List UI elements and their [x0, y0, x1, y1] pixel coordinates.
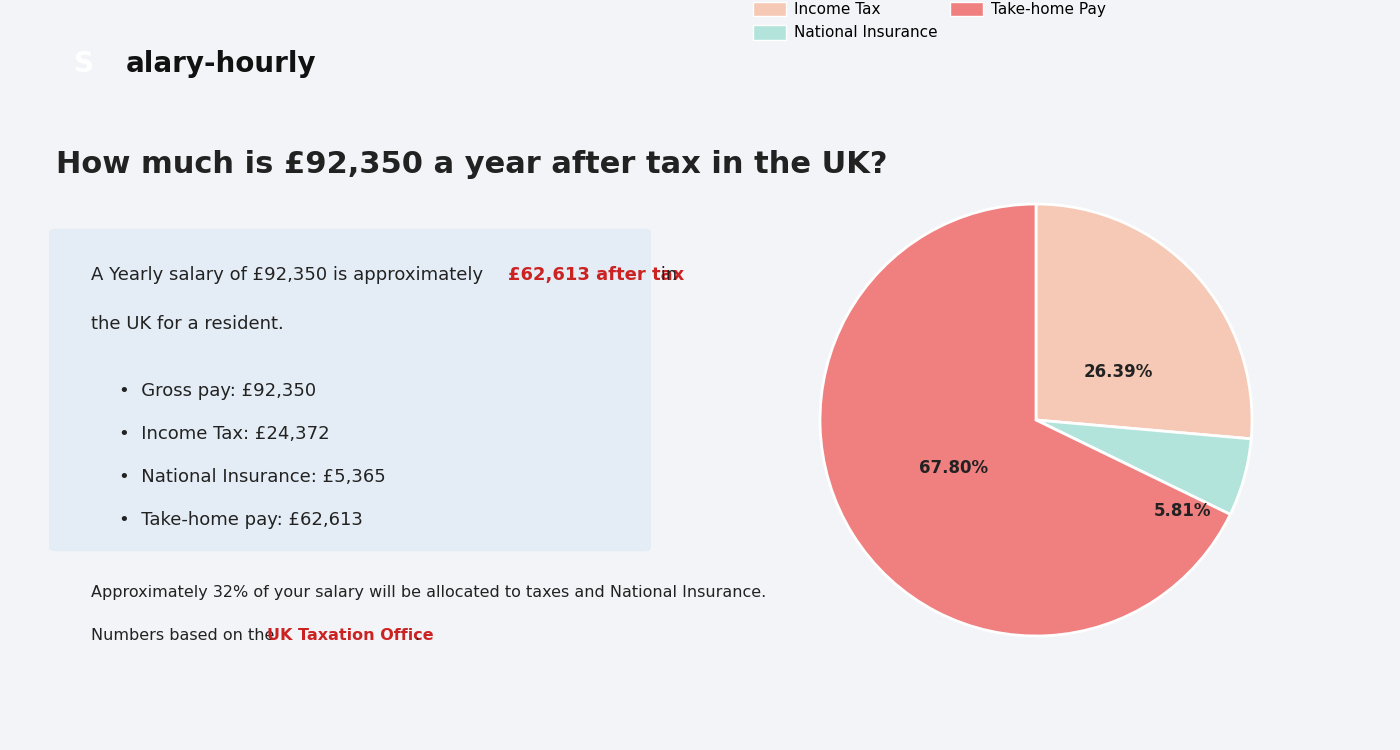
Wedge shape: [1036, 420, 1252, 514]
Text: •  National Insurance: £5,365: • National Insurance: £5,365: [119, 468, 386, 486]
Legend: Income Tax, National Insurance, Take-home Pay: Income Tax, National Insurance, Take-hom…: [746, 0, 1112, 46]
Text: UK Taxation Office: UK Taxation Office: [267, 628, 434, 644]
Text: •  Gross pay: £92,350: • Gross pay: £92,350: [119, 382, 316, 400]
Text: How much is £92,350 a year after tax in the UK?: How much is £92,350 a year after tax in …: [56, 150, 888, 179]
Text: S: S: [74, 50, 94, 78]
Text: A Yearly salary of £92,350 is approximately: A Yearly salary of £92,350 is approximat…: [91, 266, 489, 284]
Text: 26.39%: 26.39%: [1084, 364, 1152, 382]
Wedge shape: [820, 204, 1231, 636]
Text: £62,613 after tax: £62,613 after tax: [508, 266, 685, 284]
Text: Approximately 32% of your salary will be allocated to taxes and National Insuran: Approximately 32% of your salary will be…: [91, 585, 766, 600]
Text: alary-hourly: alary-hourly: [126, 50, 316, 78]
Wedge shape: [1036, 204, 1252, 439]
Text: •  Income Tax: £24,372: • Income Tax: £24,372: [119, 425, 329, 443]
Text: the UK for a resident.: the UK for a resident.: [91, 315, 284, 333]
Text: 5.81%: 5.81%: [1154, 502, 1211, 520]
Text: 67.80%: 67.80%: [920, 458, 988, 476]
Text: .: .: [414, 628, 420, 644]
Text: •  Take-home pay: £62,613: • Take-home pay: £62,613: [119, 511, 363, 529]
Text: in: in: [655, 266, 678, 284]
Text: Numbers based on the: Numbers based on the: [91, 628, 280, 644]
